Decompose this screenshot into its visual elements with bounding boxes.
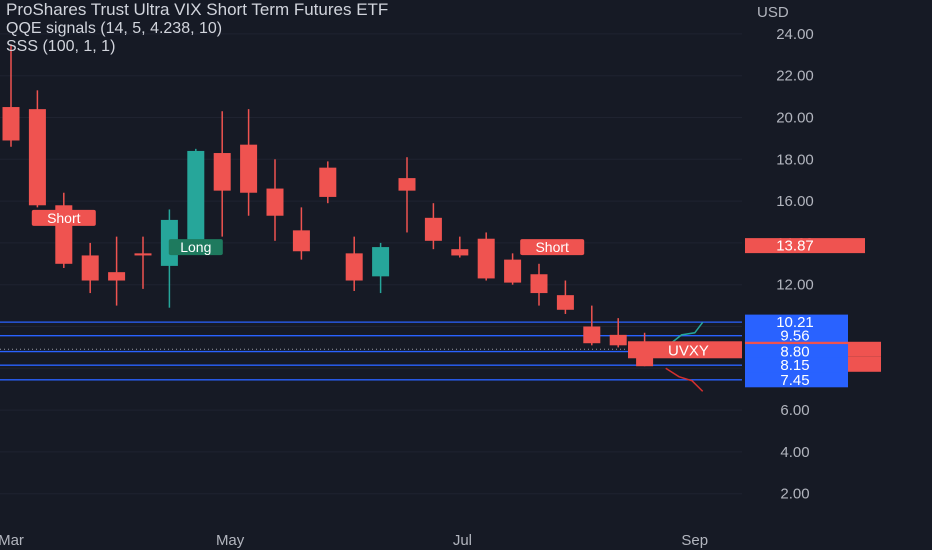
x-tick-label: Mar [0,532,24,549]
price-label[interactable]: 8.80 [745,344,848,361]
price-label-text: 8.80 [780,344,809,361]
y-tick-label: 6.00 [780,402,809,419]
price-label[interactable]: 9.56 [745,328,848,345]
candle-body[interactable] [240,144,258,193]
y-tick-label: 22.00 [776,68,814,85]
candle-body[interactable] [530,274,548,294]
candle-body[interactable] [292,230,310,252]
candle-body[interactable] [372,247,390,277]
x-tick-label: Sep [681,532,708,549]
candle-body[interactable] [134,253,152,256]
signal-marker-label: Short [535,239,569,255]
signal-marker-box [31,209,96,226]
signal-marker[interactable]: Short [31,209,96,226]
candle-body[interactable] [424,217,442,241]
candle-body[interactable] [81,255,99,281]
signal-marker-box [168,239,223,256]
price-label-box [745,372,848,388]
price-label-box [745,238,865,254]
y-tick-label: 18.00 [776,151,814,168]
chart-legend: ProShares Trust Ultra VIX Short Term Fut… [6,0,741,56]
symbol-title[interactable]: ProShares Trust Ultra VIX Short Term Fut… [6,0,389,19]
symbol-price-label-box [628,341,742,359]
candle-body[interactable] [583,326,601,344]
candle-body[interactable] [108,272,126,281]
price-label-text: 8.15 [780,357,809,374]
y-tick-label: 24.00 [776,26,814,43]
candle-body[interactable] [187,150,205,243]
price-label-text: 7.45 [780,372,809,389]
price-label[interactable]: 7.45 [745,372,848,389]
price-label-box [745,357,848,373]
qqe-indicator-label[interactable]: QQE signals (14, 5, 4.238, 10) [6,20,223,37]
x-tick-label: May [216,532,245,549]
candle-body[interactable] [477,238,495,279]
price-label-box [745,344,848,360]
price-label-text: 10.21 [776,314,814,331]
green-projection-line [665,321,704,348]
signal-marker[interactable]: Long [168,239,223,256]
candle-body[interactable] [556,295,574,310]
y-tick-label: 12.00 [776,277,814,294]
y-tick-label: 20.00 [776,110,814,127]
candle-body[interactable] [636,357,654,367]
candle-body[interactable] [398,178,416,191]
candle-body[interactable] [451,249,469,256]
sss-indicator-label[interactable]: SSS (100, 1, 1) [6,38,116,55]
candle-body[interactable] [28,109,46,206]
y-tick-label: 16.00 [776,193,814,210]
symbol-price-label-text: UVXY [668,342,709,359]
candle-body[interactable] [266,188,284,216]
candle-body[interactable] [609,334,627,346]
candle-body[interactable] [319,167,337,197]
price-label-box [745,314,848,330]
signal-marker-box [520,239,585,256]
price-label-box [745,328,848,344]
signal-marker-label: Long [180,239,211,255]
currency-label: USD [757,4,789,21]
price-label-text: 9.56 [780,328,809,345]
candle-body[interactable] [213,153,231,191]
y-tick-label: 2.00 [780,486,809,503]
price-label[interactable]: 8.15 [745,357,848,374]
candle-body[interactable] [504,259,522,283]
signal-marker-label: Short [47,210,81,226]
price-label[interactable]: 13.87 [745,238,865,255]
price-axis[interactable] [742,0,932,550]
candle-body[interactable] [2,107,20,141]
price-label-text: 13.87 [776,238,814,255]
red-projection-line [665,367,704,392]
price-label[interactable]: 10.21 [745,314,848,331]
y-tick-label: 4.00 [780,444,809,461]
symbol-price-label[interactable]: UVXY [628,341,742,359]
x-tick-label: Jul [453,532,472,549]
candle-body[interactable] [345,253,363,281]
signal-marker[interactable]: Short [520,239,585,256]
